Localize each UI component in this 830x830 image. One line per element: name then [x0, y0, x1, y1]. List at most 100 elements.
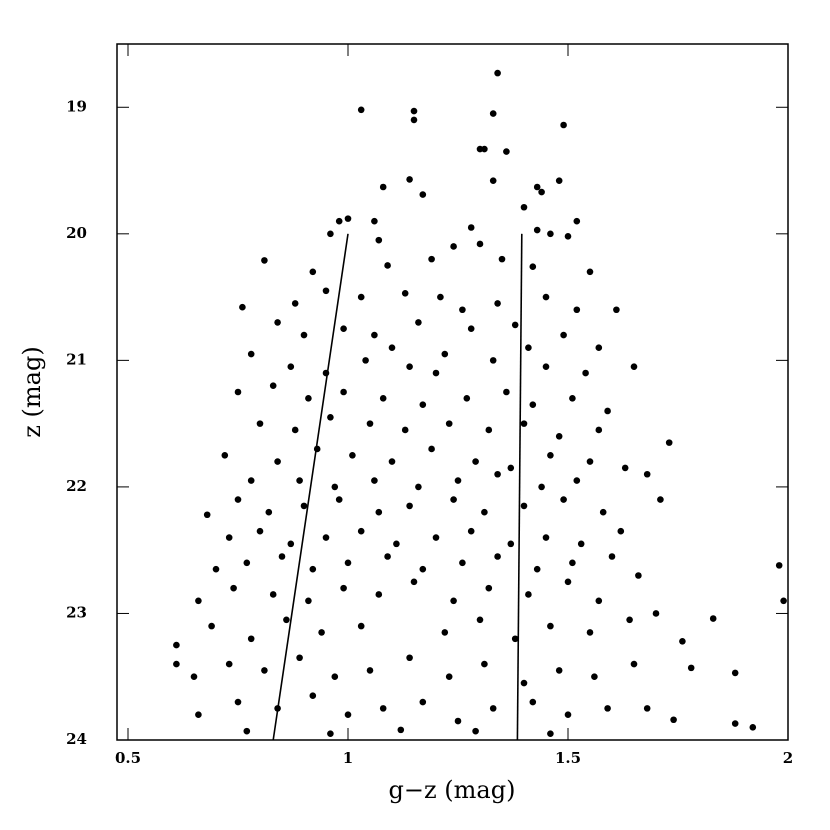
point [269, 382, 277, 389]
point [591, 673, 598, 681]
point [503, 148, 510, 155]
point [375, 508, 383, 516]
point [459, 306, 466, 314]
point [230, 584, 237, 592]
point [511, 321, 519, 329]
point [300, 502, 308, 510]
point [547, 230, 554, 238]
point [441, 350, 449, 358]
point [318, 629, 325, 636]
point [195, 597, 202, 605]
point [379, 705, 387, 712]
point [441, 629, 449, 636]
point [467, 325, 475, 333]
point [573, 306, 581, 314]
point [613, 306, 620, 314]
point [555, 432, 563, 440]
point [221, 451, 229, 459]
point [450, 597, 457, 605]
point [239, 303, 246, 311]
point [542, 293, 550, 301]
plot-frame [116, 43, 789, 741]
point [586, 268, 594, 276]
point [538, 188, 545, 196]
point [626, 616, 633, 624]
point [309, 565, 317, 573]
point [476, 240, 484, 248]
point [269, 591, 277, 598]
point [481, 508, 488, 516]
point [529, 401, 537, 408]
point [450, 243, 457, 250]
y-tick-label: 21 [66, 350, 87, 368]
point [542, 363, 550, 370]
point [357, 527, 365, 535]
point [569, 395, 576, 402]
y-tick-label: 23 [66, 603, 87, 621]
point [234, 496, 242, 503]
point [362, 357, 369, 364]
point [494, 553, 501, 560]
point [564, 711, 572, 718]
point [445, 673, 453, 681]
point [203, 511, 211, 519]
point [256, 420, 264, 427]
x-tick-label: 1 [343, 749, 353, 767]
point [454, 717, 462, 725]
point [357, 622, 365, 630]
point [630, 660, 638, 668]
point [415, 483, 422, 491]
point [173, 660, 180, 668]
point [243, 727, 251, 735]
point [595, 344, 603, 352]
point [357, 293, 365, 301]
point [485, 426, 493, 434]
y-tick-label: 19 [66, 97, 87, 115]
point [489, 357, 497, 364]
point [208, 622, 215, 630]
point [577, 540, 585, 548]
point [547, 730, 554, 737]
point [665, 439, 673, 446]
point [520, 203, 528, 211]
point [340, 325, 347, 333]
point [533, 226, 541, 234]
point [428, 445, 435, 453]
point [494, 470, 501, 478]
point [327, 230, 334, 238]
point [529, 263, 537, 271]
point [582, 369, 589, 377]
point [173, 641, 180, 649]
point [247, 635, 255, 643]
point [507, 464, 515, 472]
point [560, 331, 567, 339]
x-axis-title: g−z (mag) [389, 776, 516, 804]
point [419, 698, 427, 706]
point [225, 660, 233, 668]
point [467, 224, 475, 231]
point [340, 584, 347, 592]
point [415, 319, 422, 326]
point [291, 300, 299, 307]
point [564, 233, 572, 240]
point [371, 477, 378, 484]
point [401, 426, 409, 434]
point [564, 578, 572, 586]
point [775, 562, 783, 569]
point [573, 217, 581, 225]
point [309, 268, 317, 276]
point [419, 191, 427, 198]
point [525, 591, 532, 598]
point [437, 293, 444, 301]
point [463, 395, 471, 402]
point [630, 363, 638, 370]
point [520, 679, 528, 687]
point [489, 177, 497, 184]
point [256, 527, 264, 535]
point [305, 395, 312, 402]
point [533, 565, 541, 573]
point [327, 730, 334, 737]
point [472, 727, 479, 735]
guide-line [516, 233, 523, 741]
point [547, 451, 554, 459]
